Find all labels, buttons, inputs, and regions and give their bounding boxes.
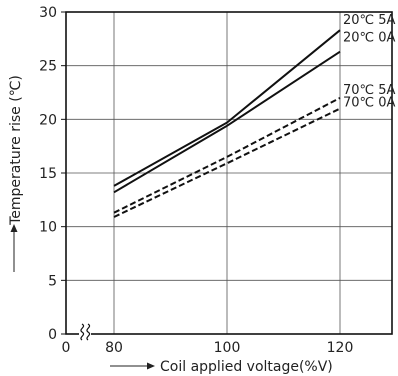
y-tick-label: 25 [39,59,57,75]
y-tick-label: 0 [48,327,57,343]
y-tick-label: 15 [39,166,57,182]
y-tick-label: 20 [39,112,57,128]
x-tick-label: 80 [105,340,123,356]
x-tick-label: 0 [62,340,71,356]
x-tick-label: 100 [214,340,241,356]
y-axis-arrow-head [10,224,18,232]
y-axis-label-group: Temperature rise (℃) [8,75,24,226]
y-axis-label: Temperature rise (℃) [8,75,24,226]
x-axis-label: Coil applied voltage(%V) [160,359,333,375]
x-axis-arrow-head [147,362,155,370]
series-line-2 [113,50,341,194]
grid [66,12,392,334]
series-line-4 [113,107,341,218]
series-label-1: 20℃ 5A [343,13,396,28]
series-label-2: 20℃ 0A [343,31,396,46]
axis-break-stroke [86,323,91,341]
tick-labels: 0 5 10 15 20 25 30 0 80 100 120 [39,5,353,356]
axis-break-icon [79,323,91,341]
series-label-4: 70℃ 0A [343,96,396,111]
x-tick-label: 120 [327,340,354,356]
y-tick-label: 30 [39,5,57,21]
y-tick-label: 10 [39,220,57,236]
series-lines [113,29,341,218]
y-tick-label: 5 [48,273,57,289]
series-line-3 [113,97,341,214]
series-label-3: 70℃ 5A [343,83,396,98]
axis-break-stroke [80,323,85,341]
series-line-1 [113,29,341,187]
